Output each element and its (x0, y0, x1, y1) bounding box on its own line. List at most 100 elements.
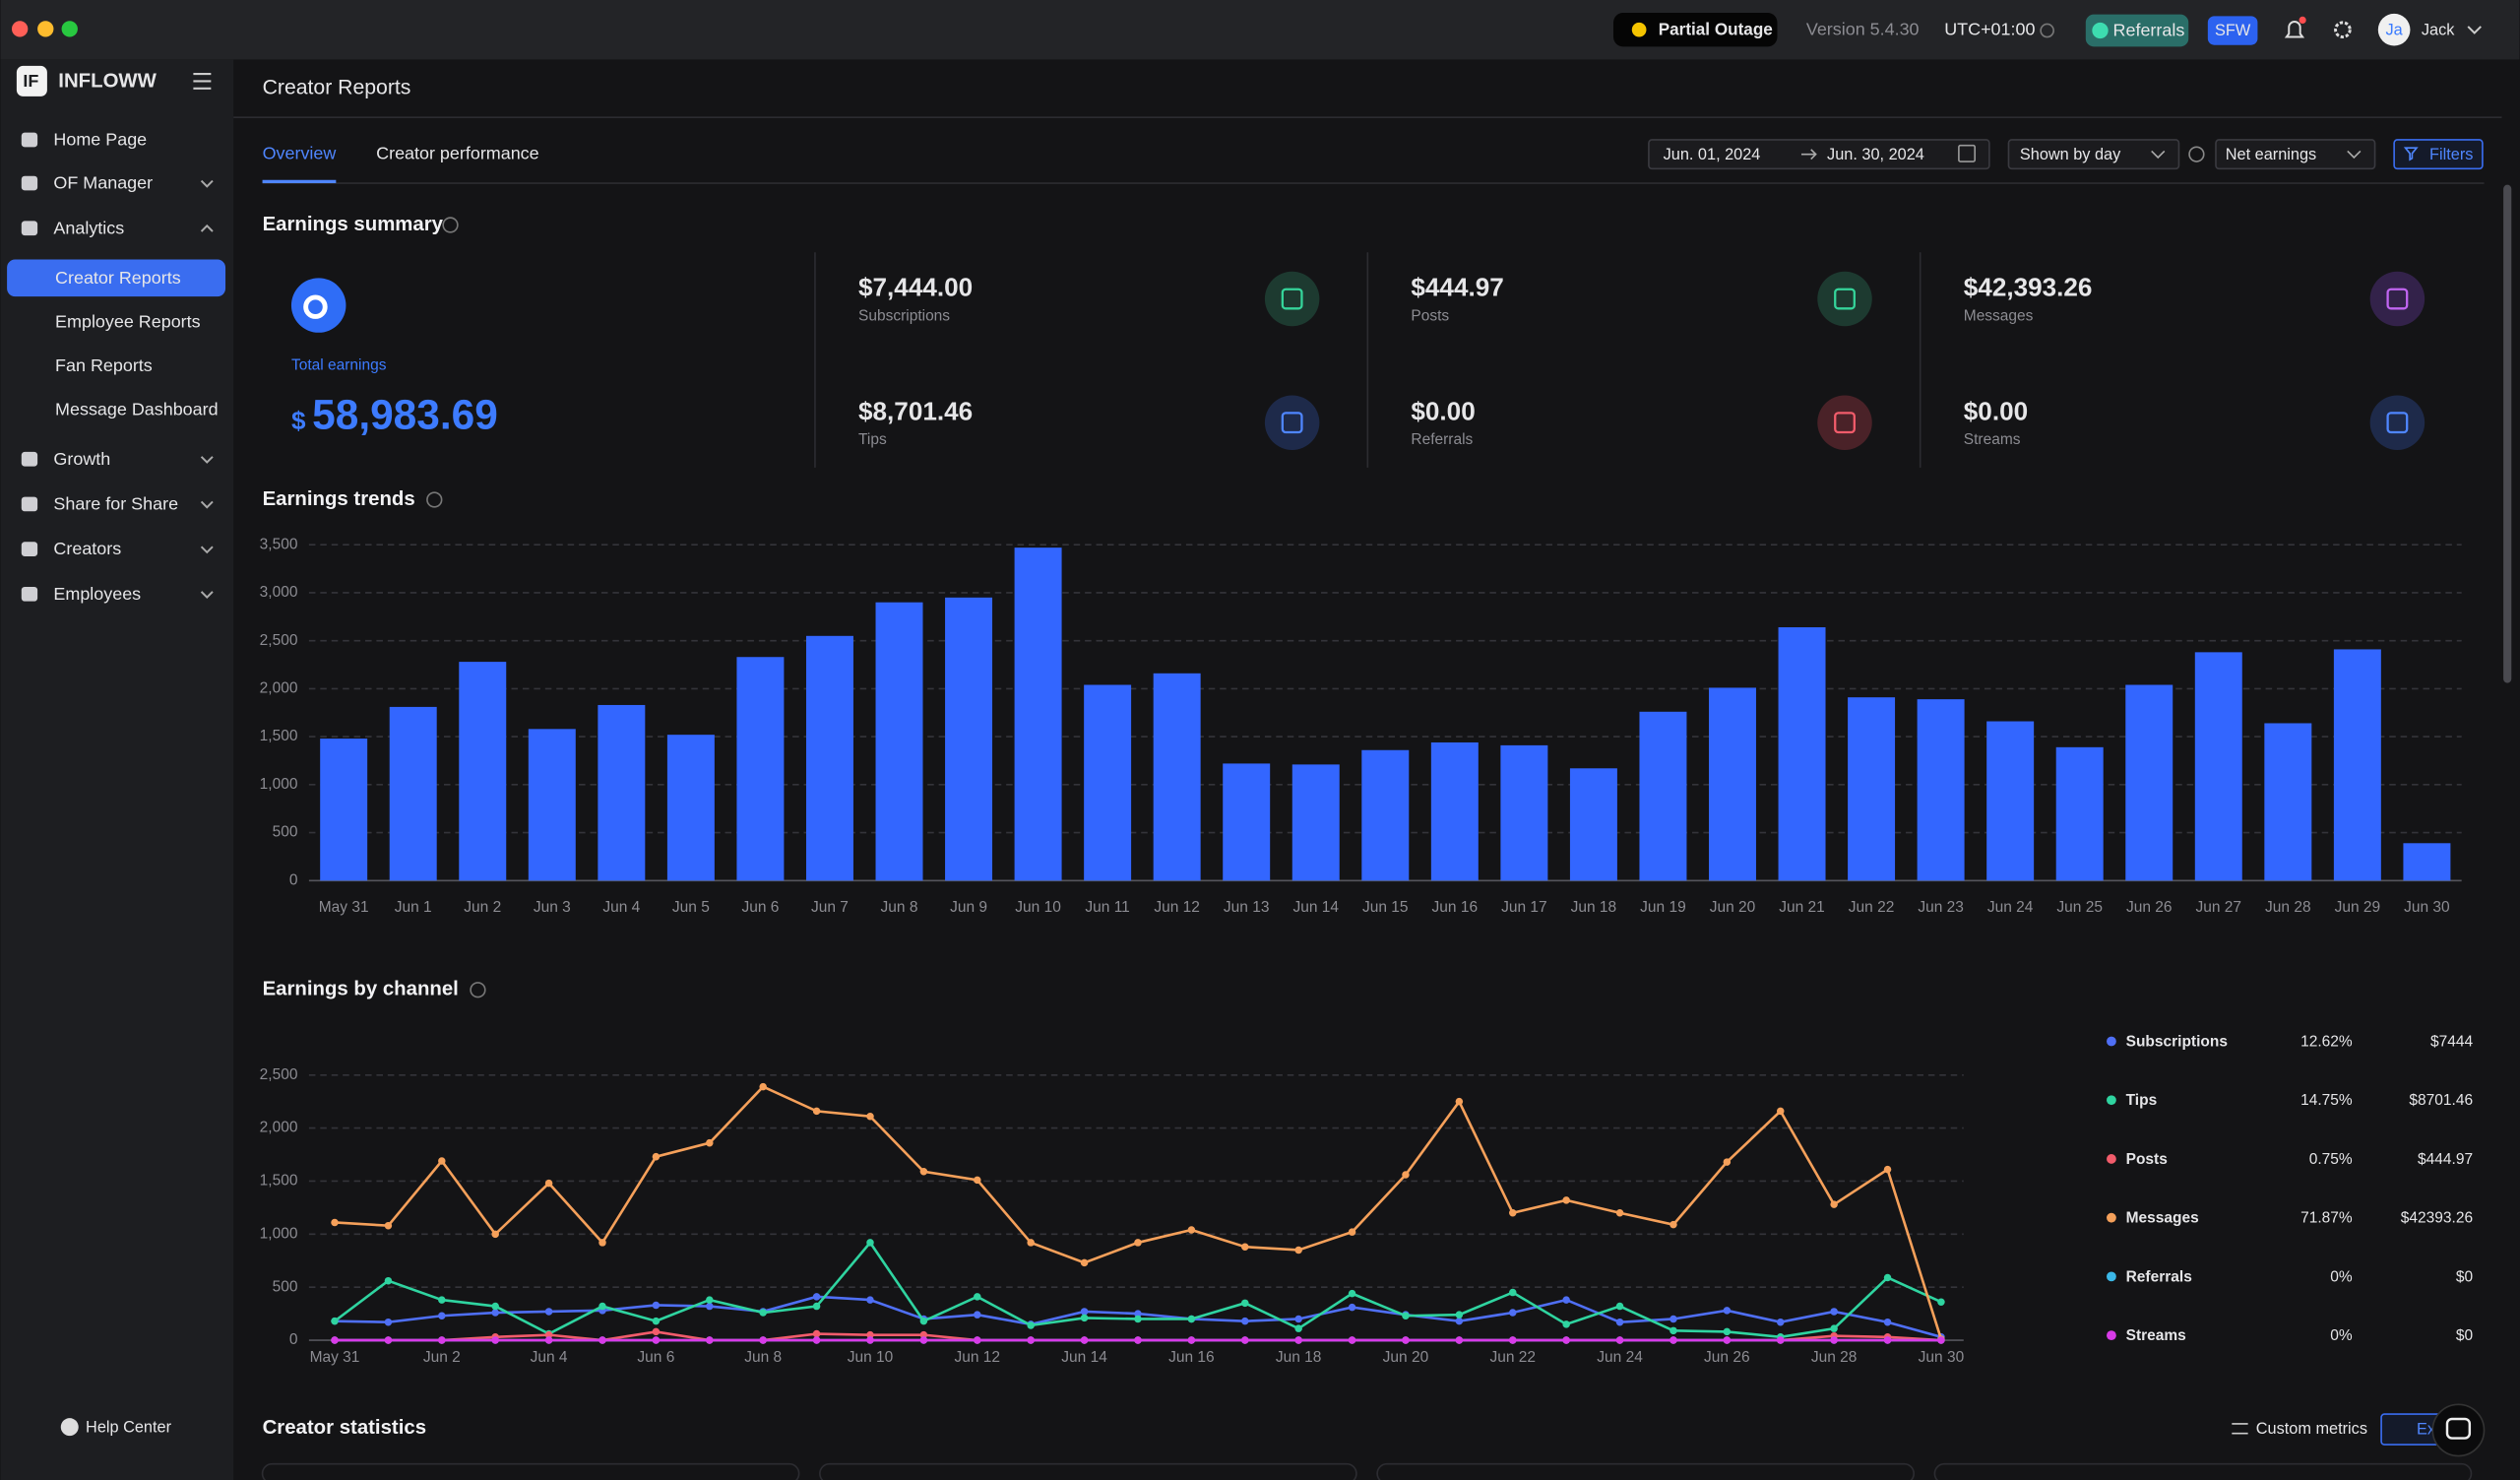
series-point[interactable] (1509, 1289, 1517, 1297)
series-point[interactable] (813, 1303, 821, 1311)
subnav-item[interactable]: Employee Reports (55, 311, 201, 331)
series-point[interactable] (598, 1336, 606, 1344)
series-point[interactable] (1670, 1336, 1677, 1344)
series-point[interactable] (1402, 1171, 1410, 1179)
tab[interactable]: Overview (263, 143, 337, 162)
bar[interactable] (1292, 764, 1340, 880)
tab[interactable]: Creator performance (376, 143, 539, 162)
bar[interactable] (806, 636, 853, 880)
referrals-button[interactable]: Referrals (2086, 15, 2188, 47)
series-point[interactable] (1884, 1336, 1892, 1344)
bar[interactable] (1779, 627, 1826, 880)
series-point[interactable] (759, 1083, 767, 1091)
series-point[interactable] (1830, 1336, 1838, 1344)
series-point[interactable] (1830, 1200, 1838, 1208)
series-point[interactable] (1402, 1312, 1410, 1319)
series-point[interactable] (974, 1311, 981, 1319)
bar[interactable] (2056, 747, 2104, 880)
series-point[interactable] (866, 1336, 874, 1344)
bar[interactable] (1848, 697, 1895, 880)
series-point[interactable] (438, 1157, 446, 1165)
series-point[interactable] (1616, 1303, 1624, 1311)
series-point[interactable] (920, 1168, 928, 1176)
bar[interactable] (1986, 722, 2034, 881)
series-point[interactable] (1241, 1243, 1249, 1251)
series-point[interactable] (706, 1296, 714, 1304)
series-point[interactable] (491, 1336, 499, 1344)
series-point[interactable] (1616, 1336, 1624, 1344)
bar[interactable] (2403, 843, 2450, 880)
series-point[interactable] (491, 1303, 499, 1311)
series-point[interactable] (920, 1336, 928, 1344)
series-point[interactable] (1937, 1336, 1945, 1344)
close-button[interactable] (12, 21, 28, 36)
series-point[interactable] (1241, 1336, 1249, 1344)
series-point[interactable] (1562, 1196, 1570, 1204)
grouping-select[interactable]: Shown by day (2008, 140, 2178, 168)
series-point[interactable] (1884, 1274, 1892, 1282)
series-point[interactable] (1241, 1318, 1249, 1325)
subnav-item[interactable]: Message Dashboard (55, 400, 219, 419)
series-point[interactable] (759, 1336, 767, 1344)
series-point[interactable] (1509, 1209, 1517, 1217)
series-point[interactable] (385, 1336, 393, 1344)
series-point[interactable] (1134, 1239, 1142, 1247)
series-point[interactable] (1724, 1328, 1732, 1336)
series-point[interactable] (545, 1180, 553, 1188)
series-point[interactable] (706, 1303, 714, 1311)
timezone[interactable]: UTC+01:00 (1944, 20, 2035, 39)
series-point[interactable] (1349, 1290, 1356, 1298)
bar[interactable] (1918, 699, 1965, 880)
series-point[interactable] (1830, 1308, 1838, 1316)
series-point[interactable] (331, 1318, 339, 1325)
series-point[interactable] (1081, 1308, 1089, 1316)
series-point[interactable] (1349, 1304, 1356, 1312)
series-point[interactable] (813, 1108, 821, 1116)
series-point[interactable] (1777, 1319, 1785, 1326)
bar[interactable] (459, 662, 506, 880)
series-point[interactable] (1134, 1336, 1142, 1344)
series-point[interactable] (706, 1336, 714, 1344)
series-point[interactable] (813, 1336, 821, 1344)
bar[interactable] (1223, 763, 1270, 880)
series-point[interactable] (1456, 1336, 1464, 1344)
series-point[interactable] (1456, 1311, 1464, 1319)
series-point[interactable] (545, 1336, 553, 1344)
series-point[interactable] (1188, 1316, 1196, 1323)
bar[interactable] (1431, 742, 1479, 880)
series-point[interactable] (1081, 1259, 1089, 1267)
series-point[interactable] (385, 1277, 393, 1285)
series-point[interactable] (1241, 1300, 1249, 1308)
series-point[interactable] (974, 1177, 981, 1185)
series-point[interactable] (653, 1336, 661, 1344)
series-point[interactable] (438, 1312, 446, 1319)
series-point[interactable] (653, 1328, 661, 1336)
series-point[interactable] (545, 1308, 553, 1316)
bar[interactable] (320, 739, 367, 880)
bar[interactable] (1639, 712, 1686, 881)
series-point[interactable] (1294, 1324, 1302, 1332)
series-point[interactable] (866, 1296, 874, 1304)
series-point[interactable] (1081, 1315, 1089, 1322)
series-point[interactable] (1724, 1307, 1732, 1315)
bar[interactable] (1500, 745, 1547, 880)
series-point[interactable] (1670, 1316, 1677, 1323)
metric-select[interactable]: Net earnings (2216, 140, 2375, 168)
subnav-item[interactable]: Fan Reports (55, 355, 153, 375)
series-point[interactable] (385, 1222, 393, 1230)
series-point[interactable] (759, 1309, 767, 1317)
series-point[interactable] (1188, 1226, 1196, 1234)
series-point[interactable] (1724, 1336, 1732, 1344)
series-point[interactable] (1509, 1309, 1517, 1317)
series-point[interactable] (974, 1336, 981, 1344)
minimize-button[interactable] (37, 21, 53, 36)
bar[interactable] (2195, 652, 2242, 880)
series-point[interactable] (1616, 1209, 1624, 1217)
series-point[interactable] (1670, 1327, 1677, 1335)
chat-button[interactable] (2432, 1404, 2484, 1455)
series-point[interactable] (1027, 1336, 1035, 1344)
series-point[interactable] (1509, 1336, 1517, 1344)
series-point[interactable] (866, 1113, 874, 1121)
bar[interactable] (1709, 687, 1756, 880)
series-point[interactable] (653, 1302, 661, 1310)
